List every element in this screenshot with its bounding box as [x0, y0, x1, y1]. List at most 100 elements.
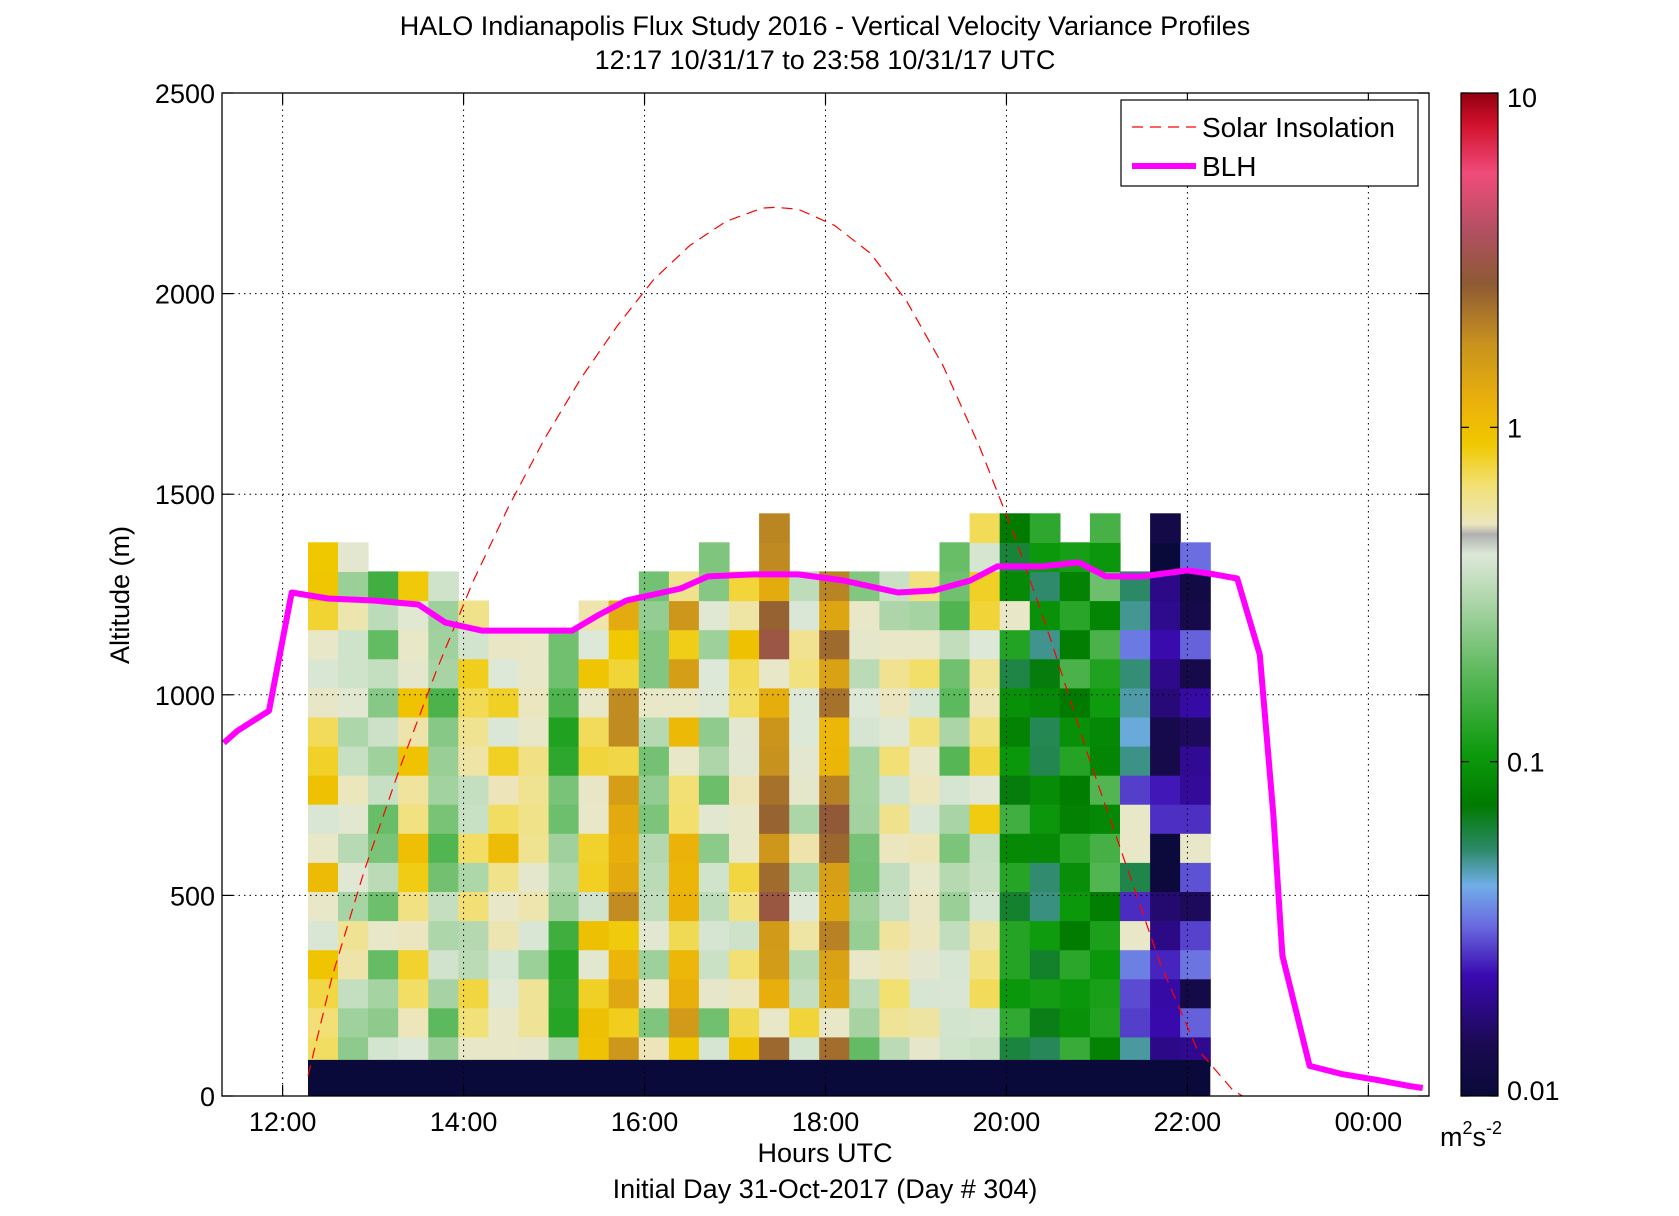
heatmap-cell — [909, 658, 941, 689]
heatmap-cell — [428, 571, 459, 602]
heatmap-cell — [308, 949, 339, 980]
heatmap-cell — [548, 775, 580, 805]
heatmap-cell — [729, 775, 760, 805]
heatmap-cell — [759, 716, 790, 747]
blh-line — [222, 559, 1424, 1091]
heatmap-cell — [338, 978, 369, 1009]
heatmap-cell — [668, 658, 700, 689]
heatmap-cell — [729, 600, 760, 631]
heatmap-cell — [608, 862, 640, 892]
heatmap-cell — [1180, 1007, 1211, 1038]
heatmap-cell — [1150, 862, 1181, 892]
heatmap-cell — [1089, 542, 1121, 572]
y-tick-label: 0 — [200, 1082, 215, 1112]
heatmap-cell — [879, 804, 911, 834]
heatmap-cell — [849, 833, 880, 863]
heatmap-cell — [849, 629, 880, 660]
heatmap-cell — [1059, 687, 1091, 718]
heatmap-cell — [698, 687, 730, 718]
heatmap-cell — [939, 949, 971, 980]
heatmap-cell — [849, 804, 880, 834]
heatmap-cell — [428, 978, 459, 1009]
heatmap-cell — [1089, 716, 1121, 747]
heatmap-cell — [368, 978, 399, 1009]
heatmap-cell — [578, 775, 610, 805]
heatmap-cell — [308, 716, 339, 747]
heatmap-cell — [819, 1007, 850, 1038]
heatmap-cell — [789, 600, 820, 631]
heatmap-cell — [308, 687, 339, 718]
heatmap-cell — [879, 687, 911, 718]
heatmap-cell — [819, 775, 850, 805]
heatmap-cell — [1120, 775, 1151, 805]
heatmap-cell — [488, 891, 520, 922]
heatmap-cell — [368, 600, 399, 631]
colorbar-gradient — [1460, 92, 1499, 1097]
heatmap-cell — [999, 687, 1031, 718]
heatmap-cell — [548, 1007, 580, 1038]
heatmap-cell — [1089, 978, 1121, 1009]
heatmap-cell — [819, 746, 850, 776]
heatmap-cell — [1059, 920, 1091, 951]
heatmap-cell — [879, 920, 911, 951]
heatmap-cell — [1120, 978, 1151, 1009]
colorbar-unit: m2s-2 — [1440, 1118, 1502, 1152]
heatmap-cell — [1120, 746, 1151, 776]
heatmap-cell — [308, 775, 339, 805]
heatmap-cell — [398, 571, 429, 602]
heatmap-cell — [398, 775, 429, 805]
heatmap-cell — [428, 949, 459, 980]
heatmap-cell — [338, 1007, 369, 1038]
heatmap-cell — [819, 978, 850, 1009]
heatmap-cell — [1180, 862, 1211, 892]
heatmap-cell — [1029, 804, 1061, 834]
heatmap-cell — [789, 746, 820, 776]
heatmap-cell — [428, 804, 459, 834]
heatmap-cell — [1120, 862, 1151, 892]
heatmap-cell — [488, 687, 520, 718]
heatmap-cell — [638, 833, 670, 863]
heatmap-cell — [368, 658, 399, 689]
heatmap-cell — [1180, 600, 1211, 631]
heatmap-cell — [698, 542, 730, 572]
heatmap-cell — [939, 978, 971, 1009]
heatmap-cell — [578, 629, 610, 660]
legend-blh-label: BLH — [1202, 151, 1256, 182]
heatmap-cell — [308, 833, 339, 863]
heatmap-cell — [969, 804, 1001, 834]
heatmap-cell — [338, 687, 369, 718]
heatmap-cell — [1180, 978, 1211, 1009]
heatmap-cell — [1059, 949, 1091, 980]
heatmap-cell — [909, 716, 941, 747]
heatmap-cell — [458, 716, 489, 747]
heatmap-cell — [789, 1007, 820, 1038]
heatmap-cell — [729, 891, 760, 922]
heatmap-cell — [969, 920, 1001, 951]
heatmap-cell — [969, 513, 1001, 543]
heatmap-cell — [578, 716, 610, 747]
series — [222, 206, 1424, 1096]
heatmap-cell — [1059, 804, 1091, 834]
heatmap-cell — [939, 775, 971, 805]
heatmap-cell — [1059, 862, 1091, 892]
heatmap-cell — [849, 920, 880, 951]
heatmap-cell — [999, 920, 1031, 951]
heatmap-cell — [608, 804, 640, 834]
heatmap-cell — [668, 949, 700, 980]
heatmap-cell — [1089, 687, 1121, 718]
heatmap-cell — [1059, 833, 1091, 863]
heatmap-cell — [969, 775, 1001, 805]
heatmap-cell — [759, 600, 790, 631]
y-tick-label: 2500 — [155, 79, 215, 109]
heatmap-cell — [1120, 687, 1151, 718]
heatmap-cell — [909, 600, 941, 631]
heatmap-cell — [1120, 920, 1151, 951]
heatmap-cell — [338, 716, 369, 747]
heatmap-cell — [548, 833, 580, 863]
heatmap-cell — [1150, 658, 1181, 689]
heatmap-cell — [668, 775, 700, 805]
heatmap-cell — [488, 629, 520, 660]
heatmap-cell — [729, 1007, 760, 1038]
heatmap-cell — [338, 571, 369, 602]
heatmap-cell — [999, 804, 1031, 834]
